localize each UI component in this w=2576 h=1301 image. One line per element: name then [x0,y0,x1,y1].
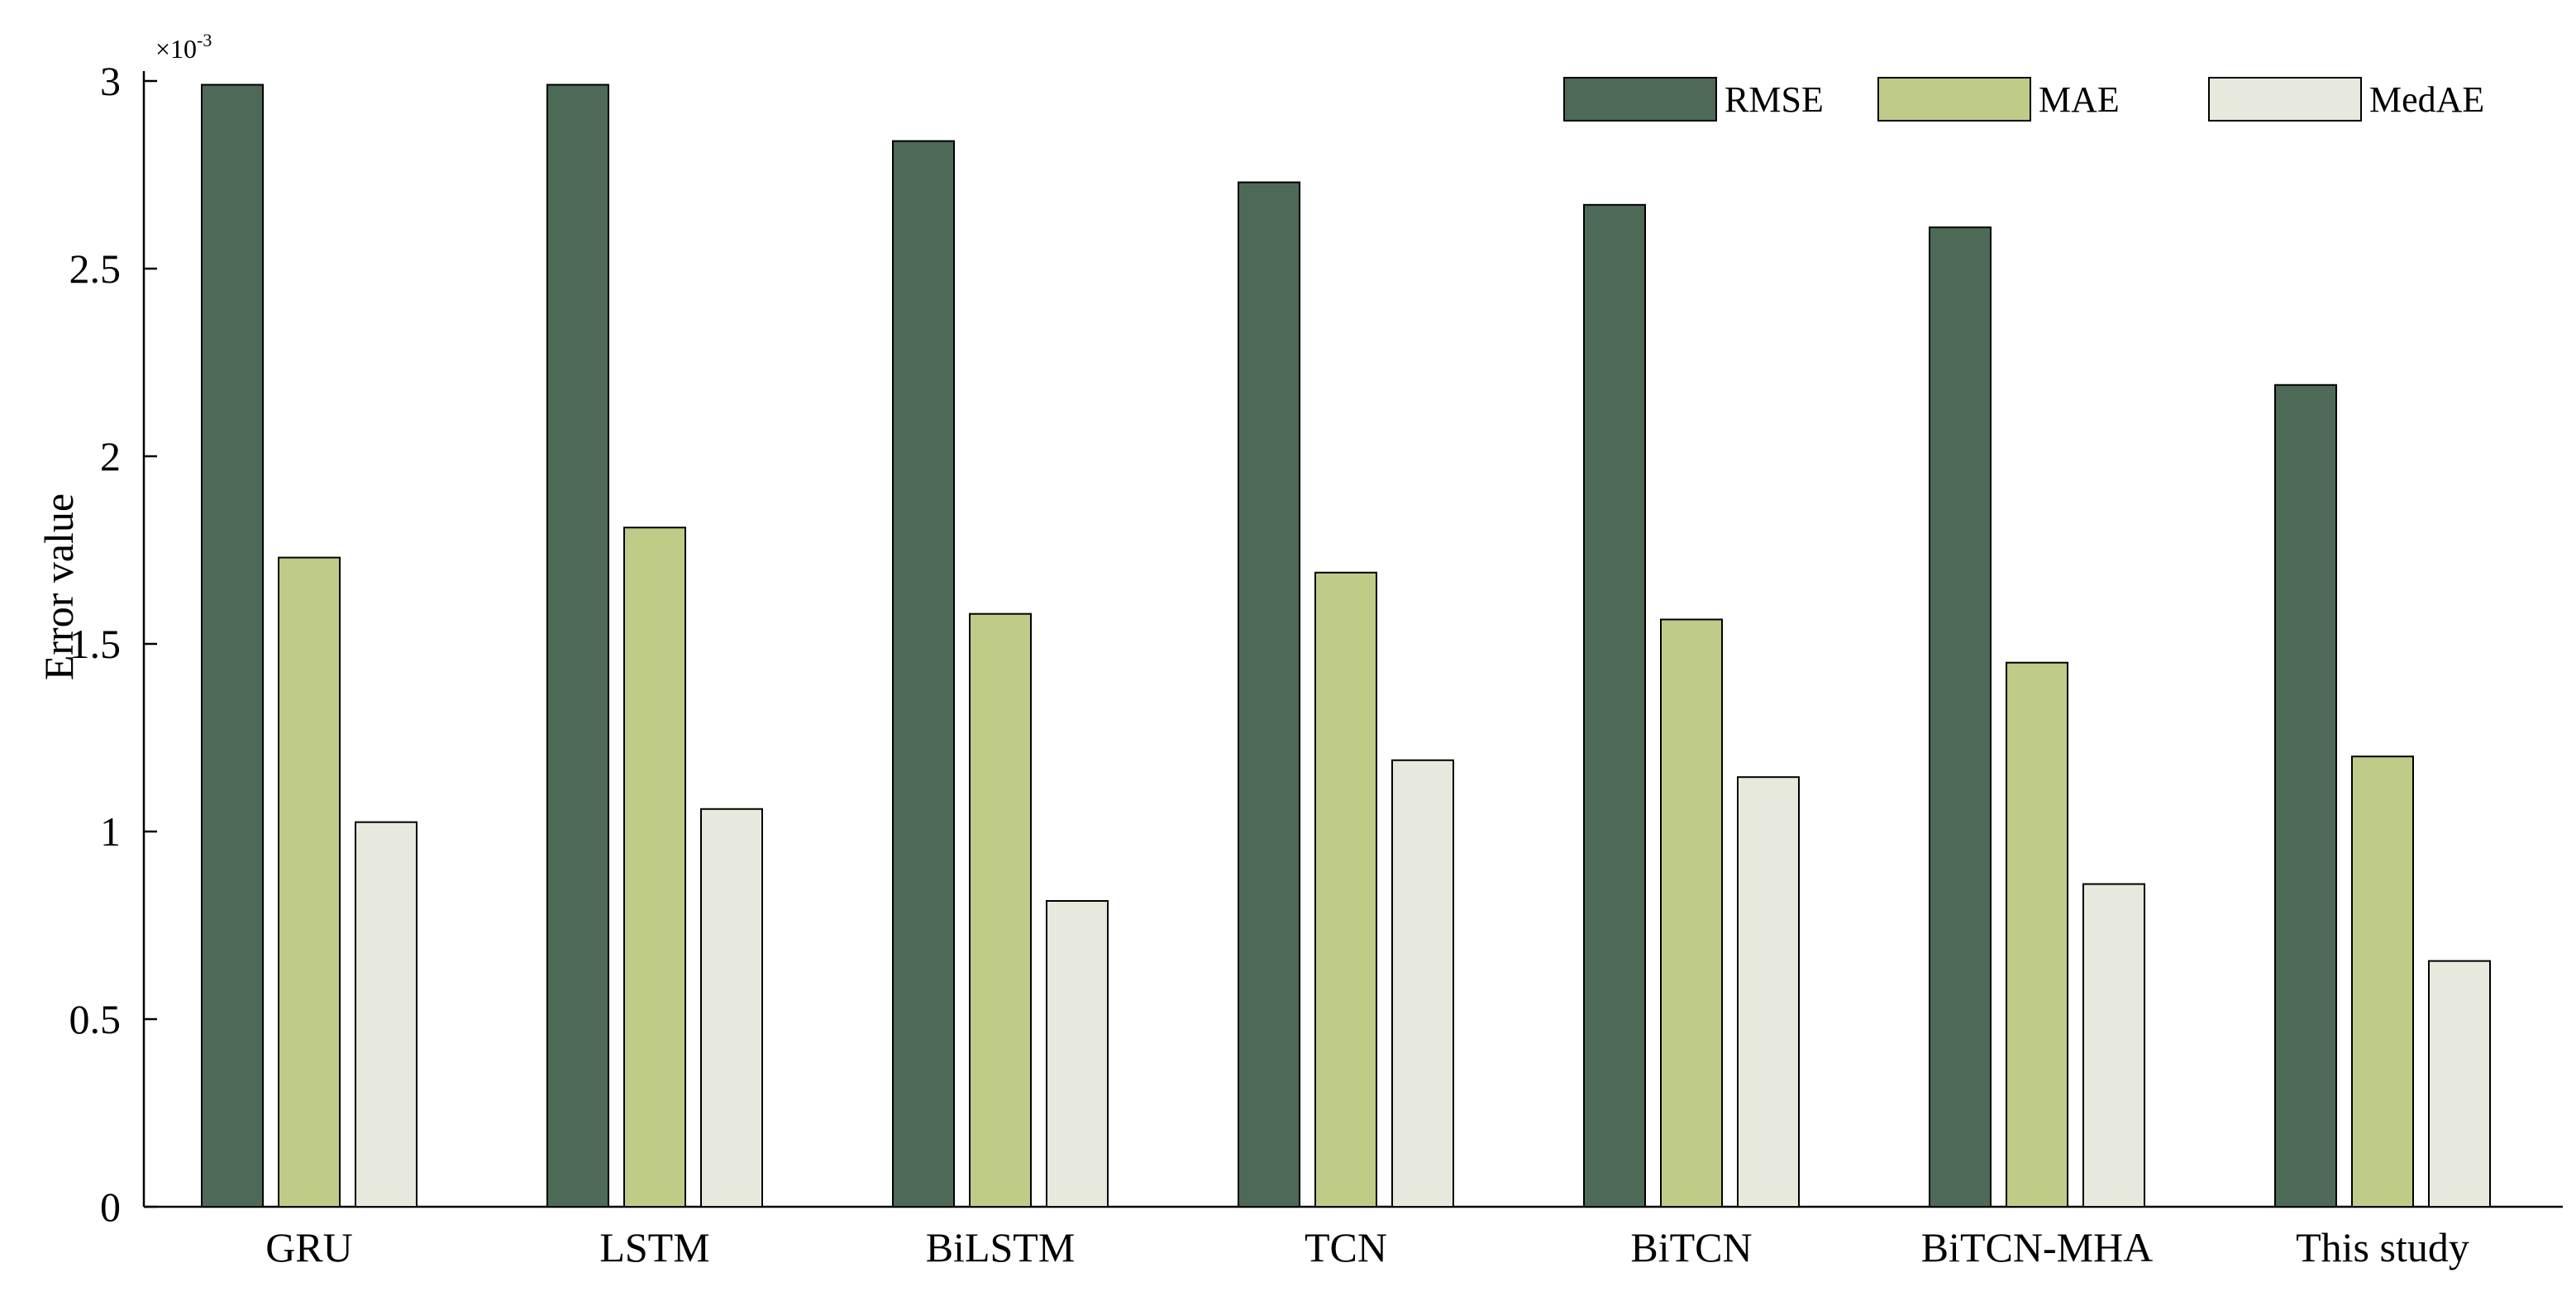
bar-mae-this-study [2351,755,2414,1208]
bar-rmse-bitcn-mha [1929,226,1992,1208]
bar-mae-bilstm [969,612,1032,1208]
x-tick-label: GRU [265,1224,353,1270]
x-tick-label: BiTCN [1630,1224,1752,1270]
legend-label-medae: MedAE [2369,79,2484,120]
y-axis-exponent-power: -3 [197,30,212,50]
bar-rmse-tcn [1238,181,1300,1208]
bar-rmse-bitcn [1583,203,1646,1208]
bar-mae-bitcn-mha [2006,661,2068,1208]
y-tick-label: 0 [100,1184,121,1230]
bar-medae-bitcn [1737,776,1800,1208]
y-axis-title: Error value [36,493,82,680]
bar-medae-gru [355,821,417,1208]
x-axis: GRU LSTM BiLSTM TCN BiTCN BiTCN-MHA This study [144,1205,2563,1270]
bar-rmse-lstm [546,83,609,1208]
x-tick-label: This study [2296,1224,2469,1270]
bar-medae-bitcn-mha [2082,883,2145,1208]
legend-swatch-mae [1877,77,2031,122]
legend: RMSE MAE MedAE [1563,77,2484,122]
y-tick-label: 2.5 [69,245,122,292]
y-tick-label: 3 [100,58,121,104]
y-axis-exponent: ×10-3 [155,30,212,64]
x-tick-label: TCN [1305,1224,1387,1270]
x-tick-label: BiLSTM [926,1224,1076,1270]
y-axis: 0 0.5 1 1.5 2 2.5 3 [69,58,157,1230]
bar-rmse-gru [201,83,264,1208]
legend-label-mae: MAE [2039,79,2120,120]
x-tick-label: BiTCN-MHA [1921,1224,2154,1270]
bar-medae-bilstm [1046,899,1109,1208]
y-axis-exponent-base: ×10 [155,34,197,64]
bar-rmse-bilstm [892,140,955,1208]
bars [201,83,2491,1208]
bar-rmse-this-study [2274,384,2337,1208]
legend-label-rmse: RMSE [1724,79,1824,120]
bar-mae-tcn [1314,571,1377,1208]
y-tick-label: 1.5 [69,621,122,667]
y-tick-label: 1 [100,808,121,855]
legend-swatch-medae [2208,77,2362,122]
bar-mae-lstm [623,527,686,1208]
legend-swatch-rmse [1563,77,1717,122]
bar-medae-lstm [700,808,763,1208]
bar-medae-tcn [1391,759,1454,1208]
bar-mae-gru [278,556,341,1208]
y-tick-label: 0.5 [69,996,122,1042]
y-tick-label: 2 [100,433,121,479]
bar-mae-bitcn [1660,618,1723,1208]
bar-medae-this-study [2428,960,2491,1208]
x-tick-label: LSTM [599,1224,709,1270]
